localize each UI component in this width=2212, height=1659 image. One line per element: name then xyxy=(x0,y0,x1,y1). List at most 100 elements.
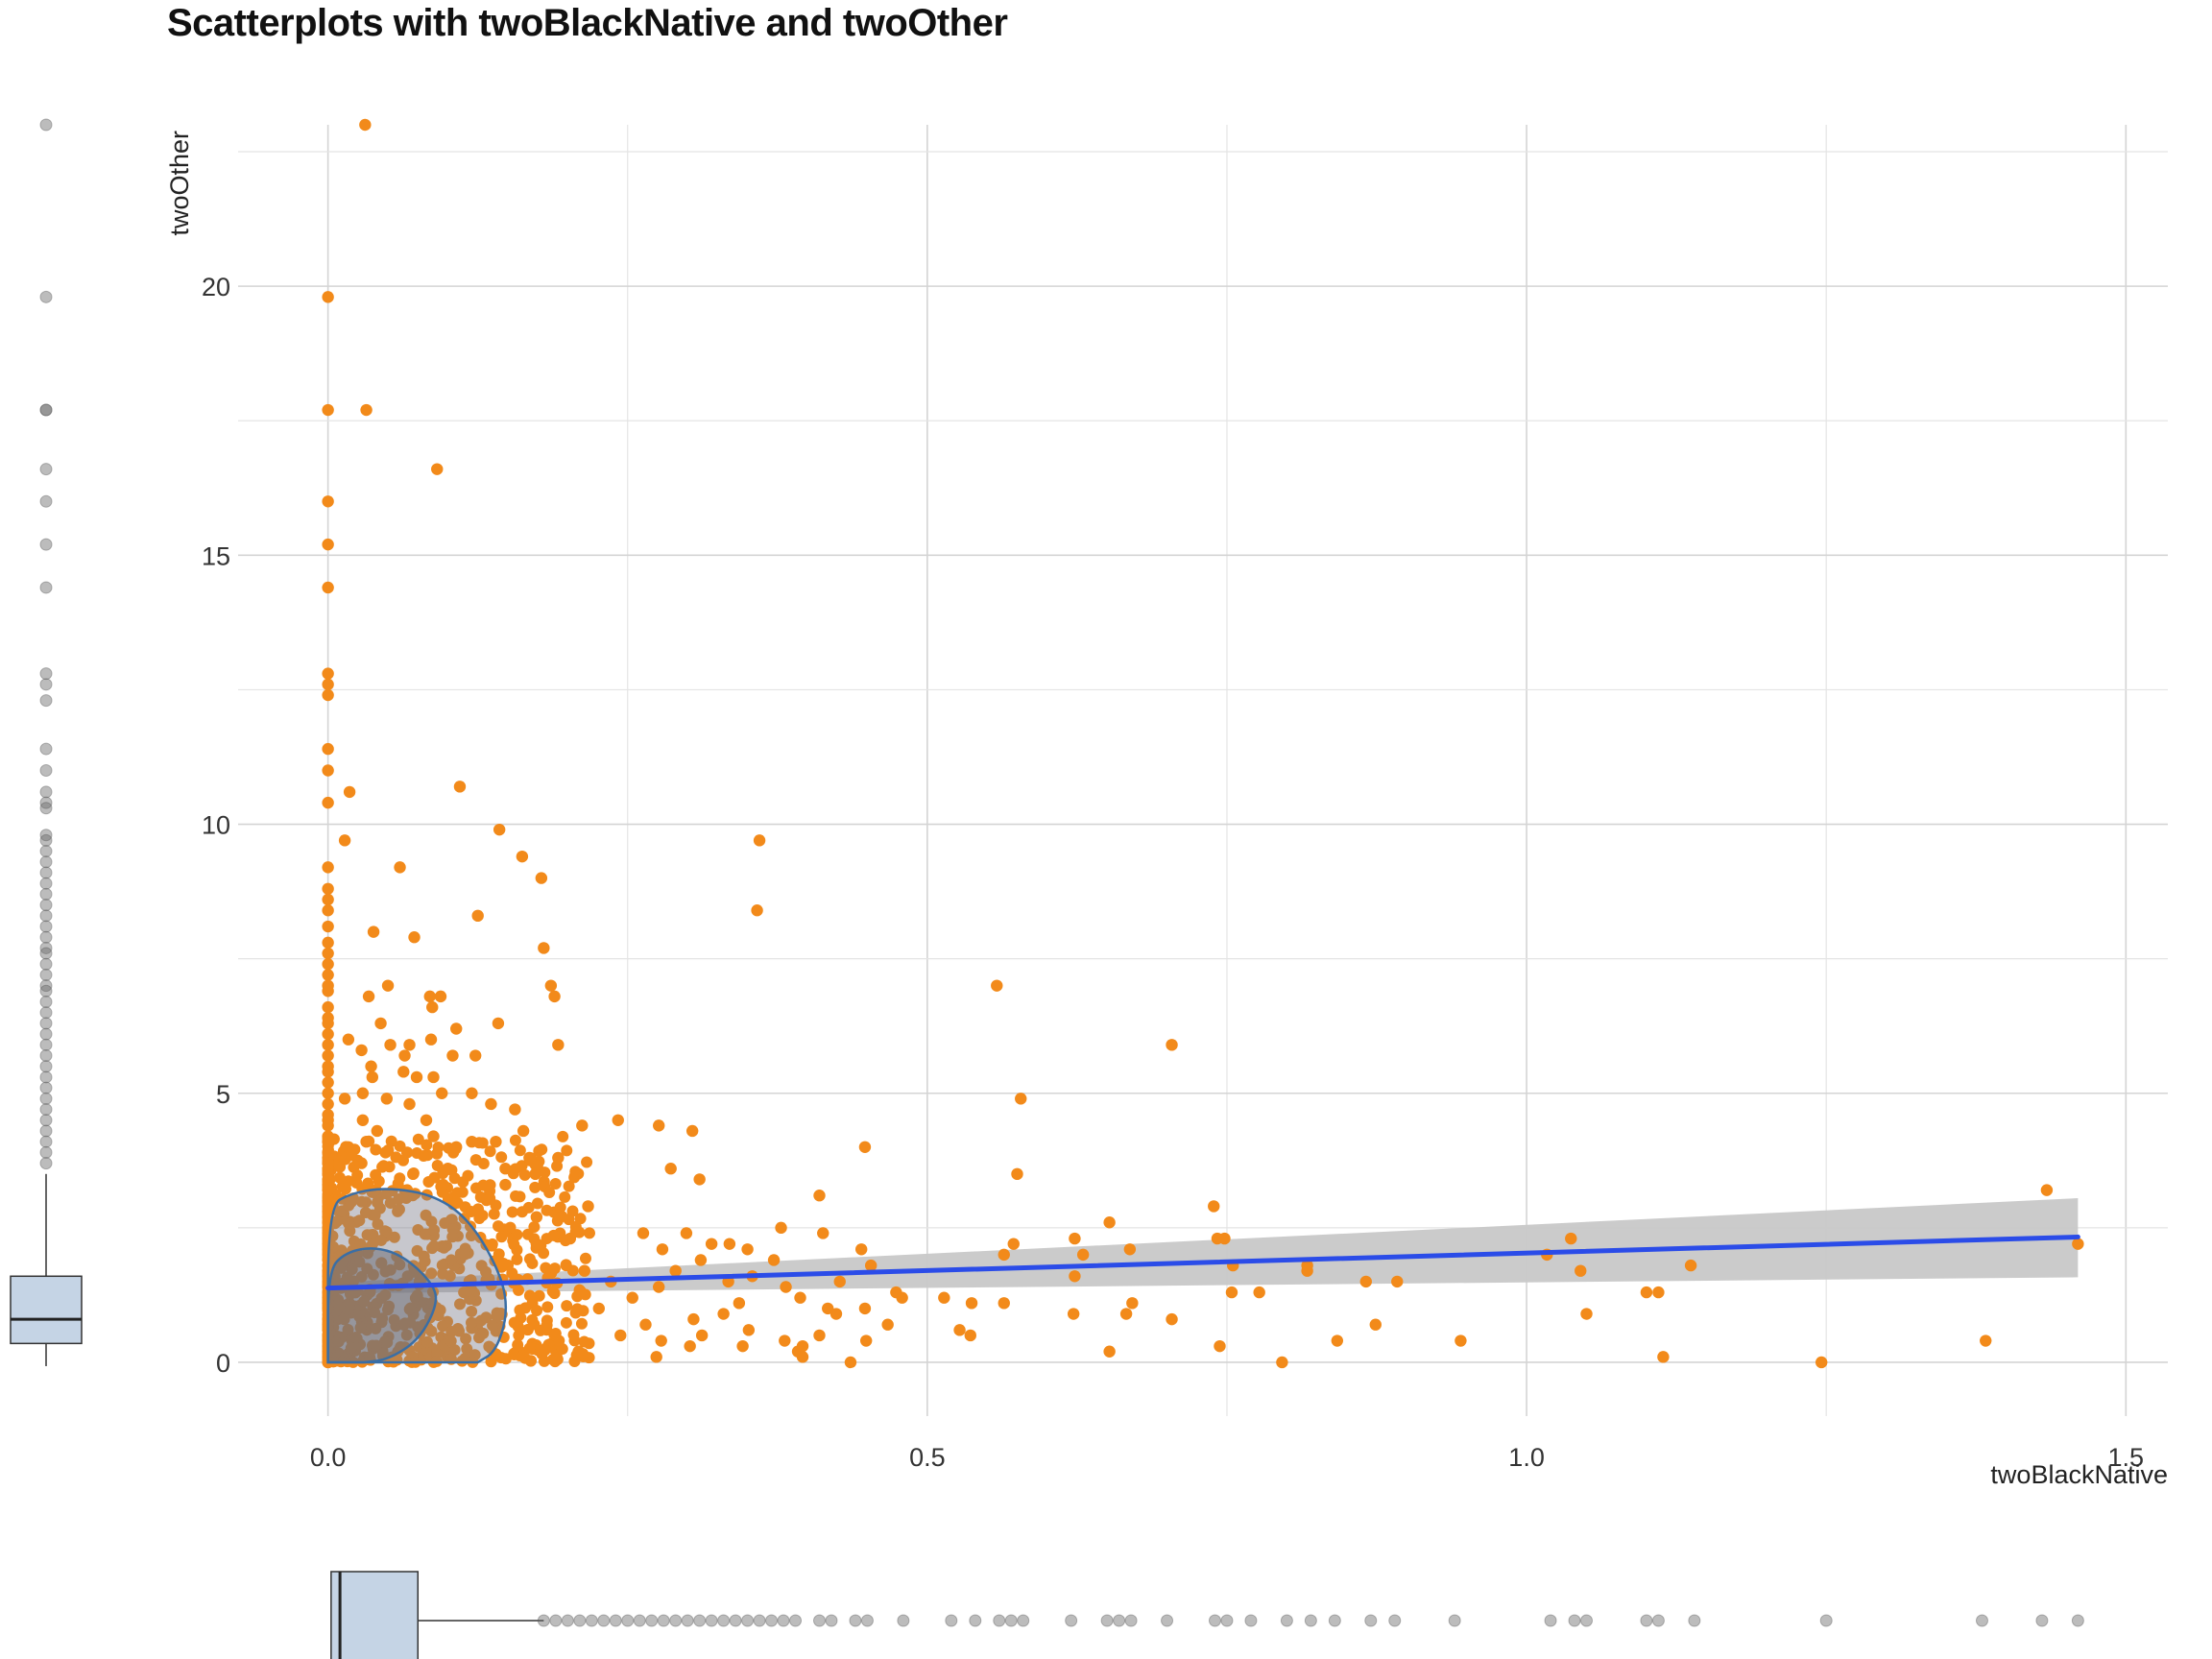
scatter-point xyxy=(556,1211,568,1223)
scatter-point xyxy=(1301,1264,1313,1277)
scatter-point xyxy=(424,1033,438,1046)
scatter-point xyxy=(485,1356,497,1368)
scatter-point xyxy=(592,1302,605,1315)
scatter-point xyxy=(428,1224,441,1237)
scatter-point xyxy=(410,1070,423,1084)
scatter-point xyxy=(1331,1334,1344,1347)
scatter-point xyxy=(578,1264,591,1277)
scatter-point xyxy=(431,463,444,475)
scatter-point xyxy=(1980,1334,1992,1347)
scatter-point xyxy=(1657,1351,1670,1363)
density-contour-inner xyxy=(326,1247,438,1364)
scatter-point xyxy=(322,882,334,895)
scatter-point xyxy=(1253,1286,1265,1299)
scatter-point xyxy=(1123,1243,1137,1256)
x-boxplot-outlier xyxy=(1688,1614,1701,1627)
x-boxplot-outlier xyxy=(645,1614,659,1627)
scatter-point xyxy=(322,1000,334,1014)
scatter-point xyxy=(517,1124,530,1138)
scatter-point xyxy=(506,1206,518,1218)
scatter-point xyxy=(794,1291,806,1304)
scatter-point xyxy=(574,1285,587,1297)
scatter-point xyxy=(741,1243,754,1256)
scatter-point xyxy=(561,1144,573,1157)
scatter-point xyxy=(360,1135,373,1148)
scatter-point xyxy=(365,1060,377,1072)
scatter-point xyxy=(419,1228,431,1240)
scatter-point xyxy=(322,667,334,680)
y-boxplot-outlier xyxy=(39,845,53,858)
scatter-point xyxy=(322,1066,334,1078)
x-boxplot-outlier xyxy=(1975,1614,1988,1627)
scatter-point xyxy=(881,1318,894,1331)
scatter-point xyxy=(394,861,406,874)
scatter-point xyxy=(552,1039,565,1051)
scatter-point xyxy=(359,1207,372,1219)
scatter-point xyxy=(354,1238,367,1250)
x-tick-label: 0.5 xyxy=(909,1443,946,1472)
scatter-point xyxy=(1652,1286,1665,1299)
x-boxplot-outlier xyxy=(812,1614,826,1627)
scatter-point xyxy=(612,1114,624,1126)
scatter-point xyxy=(488,1208,500,1220)
scatter-point xyxy=(2040,1184,2054,1196)
scatter-point xyxy=(531,1197,543,1210)
y-boxplot-outlier xyxy=(39,667,53,681)
x-boxplot-outlier xyxy=(2035,1614,2049,1627)
scatter-point xyxy=(322,764,334,777)
confidence-band xyxy=(327,1198,2079,1294)
scatter-point xyxy=(1225,1286,1238,1299)
scatter-point xyxy=(333,1171,346,1184)
scatter-point xyxy=(1565,1232,1577,1245)
y-boxplot-outlier xyxy=(39,1135,53,1148)
x-boxplot-outlier xyxy=(825,1614,838,1627)
scatter-point xyxy=(462,1169,474,1182)
scatter-point xyxy=(490,1135,502,1148)
scatter-point xyxy=(345,1196,357,1209)
scatter-point xyxy=(379,1225,392,1238)
scatter-point xyxy=(733,1297,746,1310)
scatter-point xyxy=(339,1153,351,1166)
x-boxplot-outlier xyxy=(741,1614,755,1627)
scatter-point xyxy=(998,1297,1010,1310)
x-boxplot-outlier xyxy=(1448,1614,1461,1627)
scatter-point xyxy=(547,1229,560,1241)
x-boxplot-outlier xyxy=(693,1614,707,1627)
scatter-point xyxy=(322,958,334,971)
y-boxplot-outlier xyxy=(39,829,53,842)
y-boxplot-outlier xyxy=(39,1070,53,1084)
scatter-point xyxy=(361,1229,373,1241)
scatter-point xyxy=(653,1281,665,1293)
x-boxplot-outlier xyxy=(1580,1614,1594,1627)
scatter-point xyxy=(574,1213,587,1225)
scatter-point xyxy=(448,1195,461,1208)
y-boxplot-outlier xyxy=(39,118,53,132)
x-boxplot-outlier xyxy=(765,1614,779,1627)
scatter-point xyxy=(1580,1308,1593,1320)
scatter-point xyxy=(322,1097,334,1111)
scatter-point xyxy=(964,1329,977,1342)
scatter-point xyxy=(563,1180,575,1192)
scatter-point xyxy=(561,1300,573,1312)
scatter-point xyxy=(526,1313,539,1326)
y-boxplot-outlier xyxy=(39,984,53,998)
y-boxplot-outlier xyxy=(39,1103,53,1117)
scatter-point xyxy=(393,1192,405,1205)
y-boxplot-outlier xyxy=(39,1157,53,1170)
scatter-point xyxy=(370,1143,382,1156)
scatter-point xyxy=(614,1329,627,1342)
scatter-point xyxy=(485,1097,497,1111)
scatter-point xyxy=(473,1212,486,1224)
scatter-point xyxy=(420,1209,432,1221)
scatter-point xyxy=(1007,1238,1020,1250)
scatter-point xyxy=(529,1167,541,1181)
scatter-point xyxy=(564,1232,577,1245)
scatter-point xyxy=(687,1312,700,1326)
scatter-points xyxy=(322,118,2084,1369)
scatter-point xyxy=(655,1334,667,1347)
scatter-point xyxy=(998,1248,1010,1262)
scatter-point xyxy=(548,1262,561,1275)
y-boxplot-outlier xyxy=(39,833,53,847)
scatter-point xyxy=(1067,1308,1080,1320)
scatter-point xyxy=(366,1070,379,1084)
